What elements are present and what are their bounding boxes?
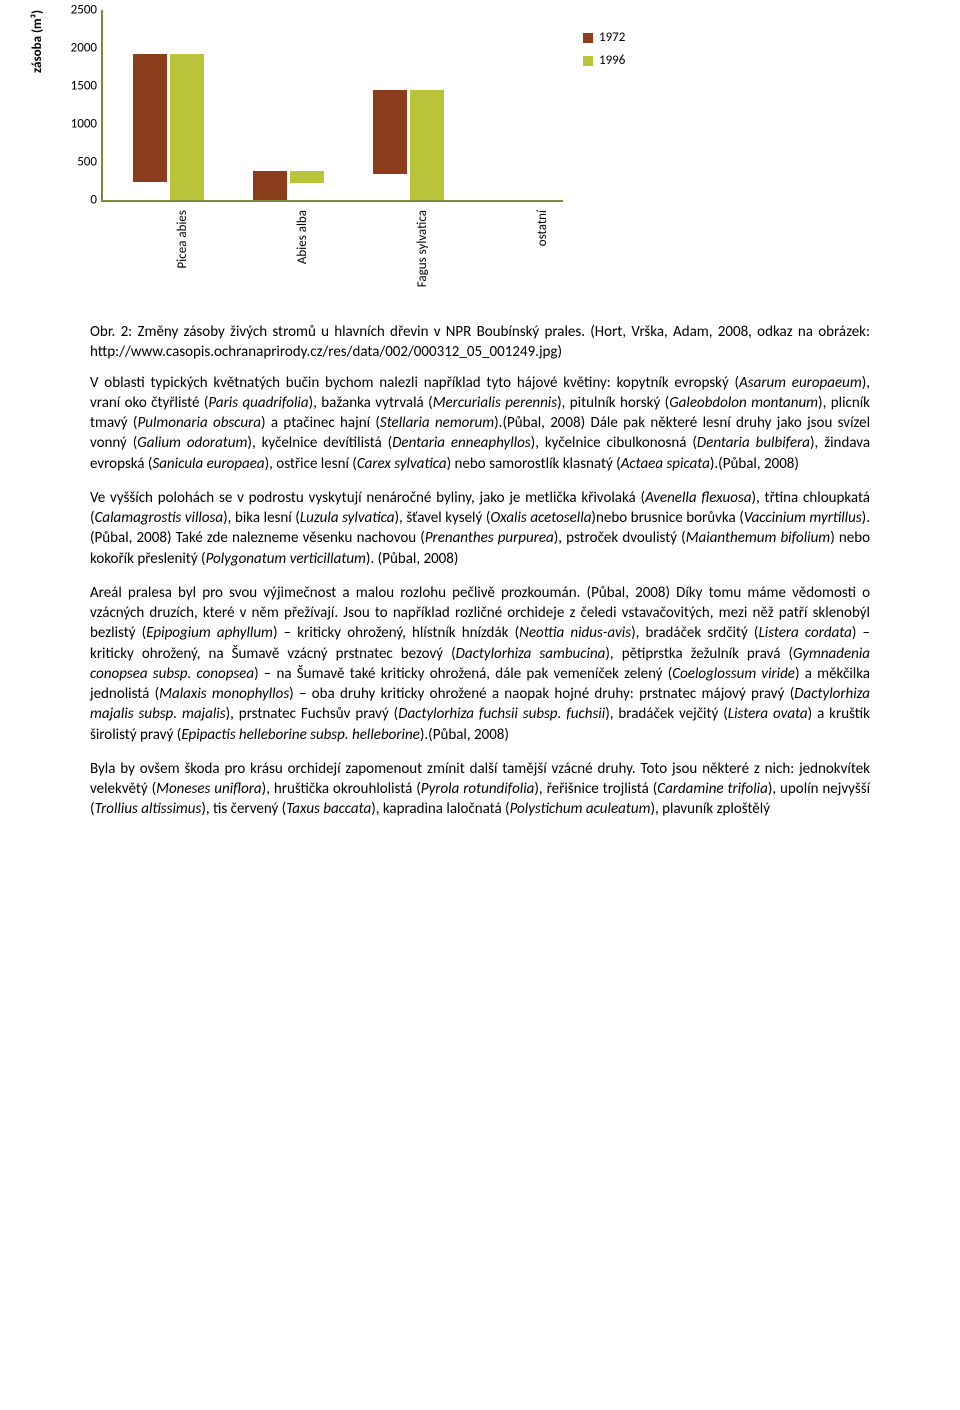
y-axis-ticks: 05001000150020002500 xyxy=(53,10,97,200)
x-tick-label: Abies alba xyxy=(295,210,310,264)
legend-item: 1972 xyxy=(583,30,625,45)
bar xyxy=(170,54,204,200)
chart-legend: 1972 1996 xyxy=(563,10,625,76)
x-tick-label: Fagus sylvatica xyxy=(415,210,430,287)
paragraph: Ve vyšších polohách se v podrostu vyskyt… xyxy=(90,488,870,569)
legend-swatch-icon xyxy=(583,56,593,66)
paragraph: Areál pralesa byl pro svou výjimečnost a… xyxy=(90,583,870,745)
legend-label: 1972 xyxy=(599,30,625,45)
y-axis-label: zásoba (m³) xyxy=(30,10,47,143)
bar xyxy=(133,54,167,182)
bar xyxy=(410,90,444,200)
caption-text: Obr. 2: Změny zásoby živých stromů u hla… xyxy=(90,323,870,341)
paragraph: V oblasti typických květnatých bučin byc… xyxy=(90,373,870,474)
bar xyxy=(253,171,287,200)
x-tick-label: Picea abies xyxy=(175,210,190,268)
legend-item: 1996 xyxy=(583,53,625,68)
bar xyxy=(290,171,324,182)
chart-container: zásoba (m³) 05001000150020002500 Picea a… xyxy=(0,0,960,312)
x-axis-labels: Picea abies Abies alba Fagus sylvatica osta… xyxy=(101,202,561,312)
legend-swatch-icon xyxy=(583,33,593,43)
paragraph: Byla by ovšem škoda pro krásu orchidejí … xyxy=(90,759,870,820)
bar xyxy=(373,90,407,174)
bar-plot xyxy=(101,10,563,202)
legend-label: 1996 xyxy=(599,53,625,68)
chart-plot-area: 05001000150020002500 Picea abiesAbies al… xyxy=(101,10,563,312)
figure-caption: Obr. 2: Změny zásoby živých stromů u hla… xyxy=(90,322,870,363)
x-tick-label: ostatní xyxy=(535,210,550,246)
caption-url: http://www.casopis.ochranaprirody.cz/res… xyxy=(90,343,562,361)
